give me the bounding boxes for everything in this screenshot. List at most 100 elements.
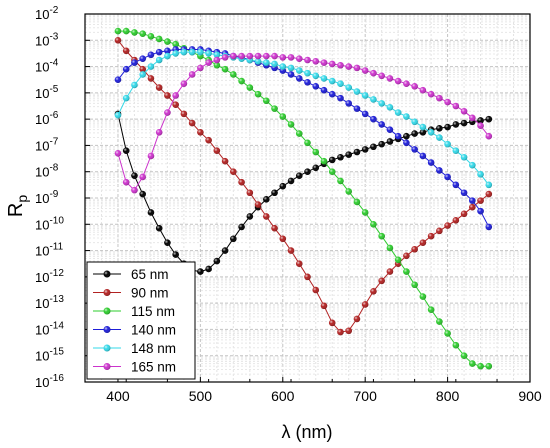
data-point-shading: [230, 52, 237, 60]
data-point-shading: [469, 114, 476, 122]
data-point-shading: [197, 48, 204, 56]
data-point-shading: [337, 94, 344, 102]
data-point-shading: [262, 52, 270, 60]
data-point-shading: [139, 65, 146, 73]
data-point-shading: [155, 48, 163, 56]
data-point-shading: [271, 60, 278, 68]
data-point-shading: [386, 244, 394, 252]
data-point-shading: [279, 235, 287, 243]
data-point-shading: [378, 72, 385, 80]
data-point-shading: [370, 96, 377, 103]
data-point-shading: [345, 63, 353, 70]
data-point-shading: [403, 268, 410, 275]
data-point-shading: [131, 81, 138, 89]
data-point-shading: [386, 126, 394, 133]
legend-label: 65 nm: [131, 267, 169, 282]
y-tick-label: 10-3: [35, 31, 59, 48]
data-point-shading: [238, 77, 245, 85]
data-point-shading: [271, 52, 278, 60]
data-point-shading: [114, 36, 122, 44]
series-90-nm: [114, 36, 493, 336]
data-point-shading: [353, 198, 361, 206]
data-point-shading: [328, 90, 336, 98]
legend-label: 165 nm: [131, 360, 176, 375]
data-point-shading: [436, 94, 443, 102]
legend-box: [86, 261, 196, 380]
data-point-shading: [312, 148, 320, 156]
data-point-shading: [394, 77, 402, 85]
data-point-shading: [172, 40, 179, 48]
data-point-shading: [337, 153, 344, 161]
data-point-shading: [205, 265, 212, 273]
y-tick-label-exponent: -10: [49, 215, 64, 226]
data-point-shading: [147, 209, 155, 216]
y-tick-label: 10-4: [35, 58, 59, 75]
data-point-shading: [221, 65, 229, 73]
data-point-shading: [304, 79, 311, 86]
data-point-shading: [370, 115, 377, 123]
data-point-shading: [477, 122, 484, 130]
data-point-shading: [164, 109, 171, 116]
data-point-shading: [205, 50, 212, 57]
data-point-shading: [477, 197, 484, 204]
legend-label: 90 nm: [131, 286, 169, 301]
data-point-shading: [139, 173, 146, 181]
x-tick-label: 500: [189, 388, 213, 404]
data-point-shading: [469, 360, 476, 367]
data-point-shading: [147, 63, 155, 70]
data-point-shading: [328, 319, 336, 327]
x-tick-label: 400: [106, 388, 130, 404]
data-point-shading: [320, 75, 328, 82]
data-point-shading: [403, 80, 410, 87]
data-point-shading: [287, 64, 295, 72]
data-point-shading: [155, 128, 163, 136]
data-point-shading: [436, 125, 443, 132]
data-point-shading: [155, 56, 163, 64]
data-point-shading: [452, 121, 460, 128]
data-point-shading: [361, 209, 369, 216]
data-point-shading: [155, 224, 163, 232]
data-point-shading: [386, 104, 394, 111]
data-point-shading: [155, 84, 163, 91]
y-axis-label-subscript: p: [14, 195, 30, 203]
data-point-shading: [230, 168, 237, 176]
data-point-shading: [172, 101, 179, 108]
data-point-shading: [230, 235, 237, 243]
data-point-shading: [337, 177, 344, 185]
data-point-shading: [164, 47, 171, 55]
data-point-shading: [271, 224, 278, 232]
data-point-shading: [213, 257, 221, 265]
y-tick-label: 10-14: [35, 320, 64, 337]
y-axis: 10-1610-1510-1410-1310-1210-1110-1010-91…: [35, 5, 90, 390]
data-point-shading: [444, 123, 451, 131]
y-tick-label-base: 10: [35, 296, 49, 311]
data-point-shading: [295, 172, 303, 179]
y-axis-label-main: R: [5, 203, 27, 217]
data-point-shading: [345, 151, 353, 158]
data-point-shading: [188, 119, 196, 127]
data-point-shading: [213, 51, 221, 59]
data-point-shading: [139, 71, 146, 78]
data-point-shading: [271, 189, 278, 197]
data-point-shading: [361, 92, 369, 99]
data-point-shading: [411, 146, 418, 153]
data-point-shading: [485, 181, 493, 189]
data-point-shading: [131, 186, 138, 194]
data-point-shading: [164, 38, 171, 45]
y-tick-label-base: 10: [35, 112, 49, 127]
data-point-shading: [197, 268, 204, 275]
data-point-shading: [378, 277, 385, 285]
data-point-shading: [444, 140, 451, 148]
data-point-shading: [353, 64, 361, 72]
y-tick-label-base: 10: [35, 375, 49, 390]
y-tick-label-base: 10: [35, 322, 49, 337]
y-axis-label: Rp: [5, 195, 30, 217]
y-tick-label: 10-8: [35, 163, 59, 180]
data-point-shading: [180, 110, 188, 118]
data-point-shading: [188, 48, 196, 56]
y-tick-label-base: 10: [35, 33, 49, 48]
data-point-shading: [254, 90, 262, 98]
y-tick-label-base: 10: [35, 349, 49, 364]
data-point-shading: [197, 64, 204, 72]
